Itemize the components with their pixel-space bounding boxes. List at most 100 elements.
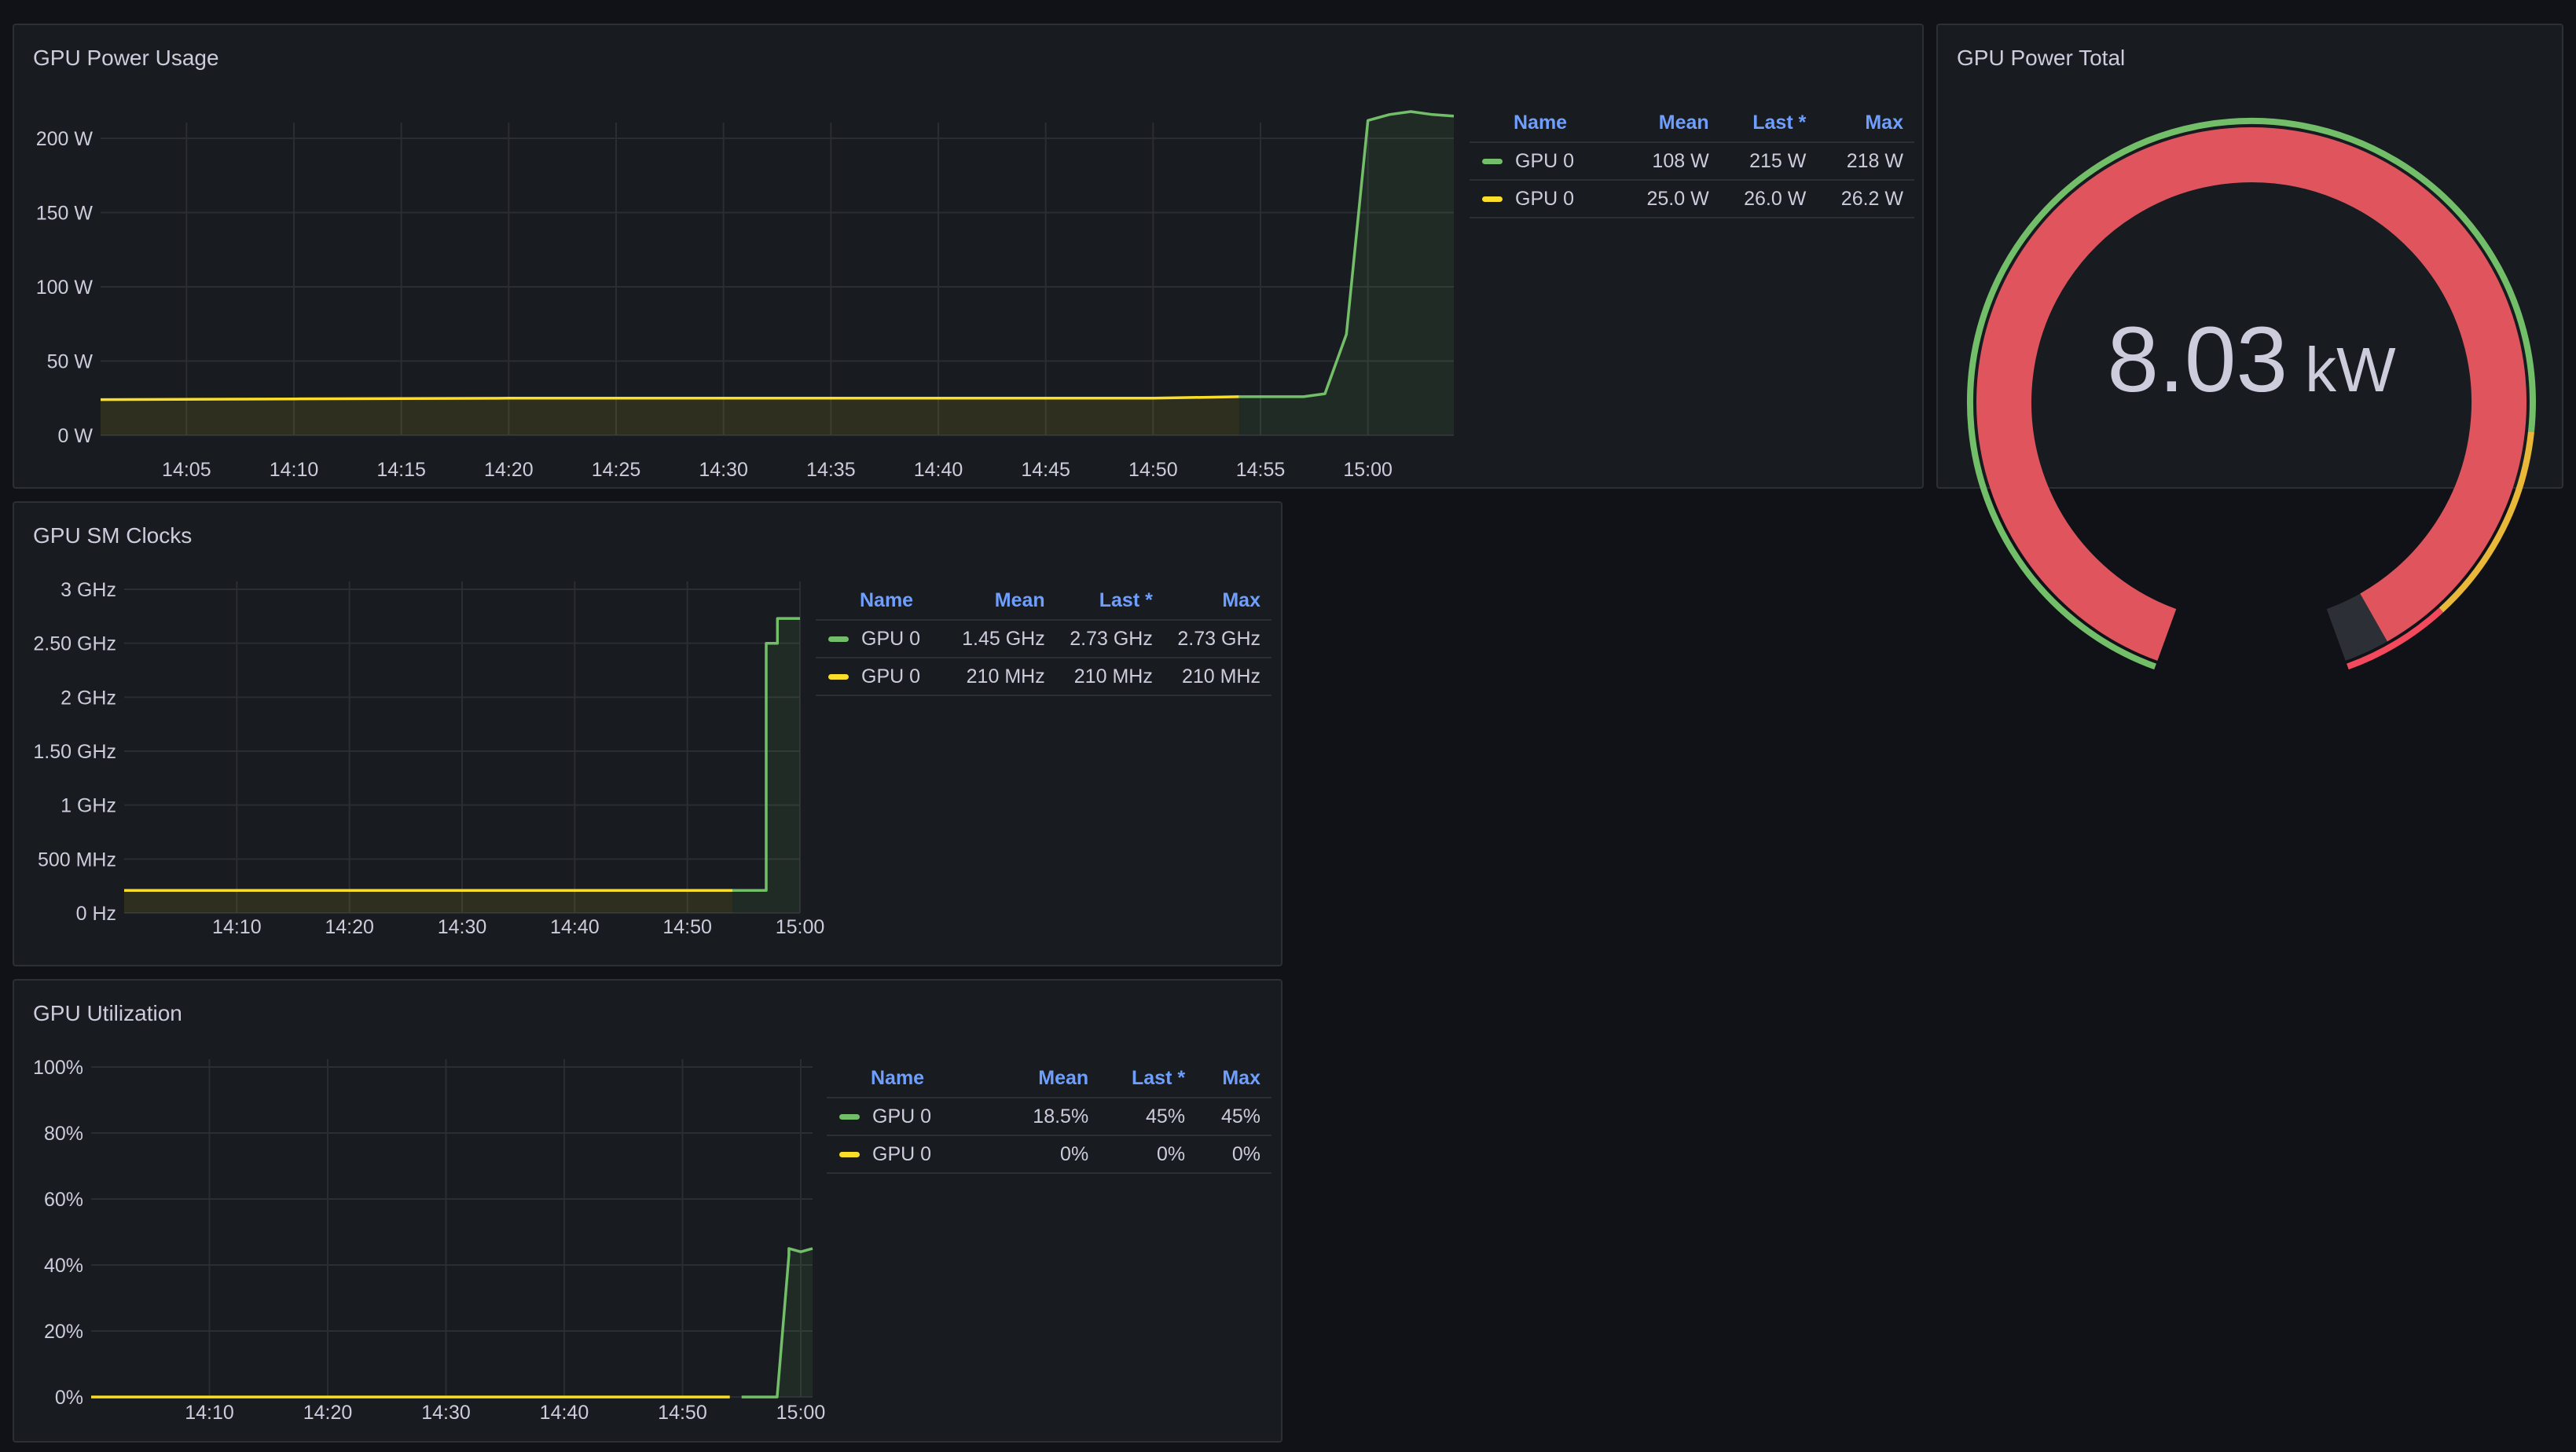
series-color-swatch <box>828 674 849 680</box>
legend-header-last[interactable]: Last * <box>1055 581 1164 621</box>
x-tick-label: 14:30 <box>438 916 487 938</box>
legend-last: 2.73 GHz <box>1055 620 1164 658</box>
y-tick-label: 100% <box>33 1057 83 1079</box>
series-color-swatch <box>1482 196 1503 203</box>
utilization-chart[interactable]: 0% 20% 40% 60% 80% 100% 14:10 14:20 14:30 14:40 14… <box>14 981 839 1444</box>
x-tick-label: 14:20 <box>303 1402 353 1424</box>
x-tick-label: 14:30 <box>421 1402 471 1424</box>
legend-row[interactable]: GPU 0 25.0 W 26.0 W 26.2 W <box>1470 180 1914 218</box>
legend-header-last[interactable]: Last * <box>1719 104 1818 143</box>
panel-gpu-sm-clocks[interactable]: GPU SM Clocks 0 Hz 500 MHz 1 GHz 1.50 GHz 2 … <box>13 501 1282 966</box>
legend-max: 210 MHz <box>1163 658 1271 696</box>
y-tick-label: 500 MHz <box>38 849 116 871</box>
legend-last: 210 MHz <box>1055 658 1164 696</box>
x-tick-label: 14:05 <box>162 459 211 481</box>
legend-series-name[interactable]: GPU 0 <box>872 1142 932 1165</box>
legend-series-name[interactable]: GPU 0 <box>861 665 921 688</box>
y-tick-label: 40% <box>44 1255 83 1277</box>
x-tick-label: 14:50 <box>658 1402 707 1424</box>
legend-series-name[interactable]: GPU 0 <box>872 1105 932 1128</box>
legend-header-name[interactable]: Name <box>827 1059 1000 1098</box>
legend-mean: 210 MHz <box>948 658 1056 696</box>
legend-last: 45% <box>1099 1098 1197 1136</box>
y-tick-label: 2.50 GHz <box>33 633 116 655</box>
x-tick-label: 14:50 <box>662 916 712 938</box>
y-tick-label: 0% <box>55 1387 83 1409</box>
legend-series-name[interactable]: GPU 0 <box>861 627 921 650</box>
legend-series-name[interactable]: GPU 0 <box>1515 149 1575 172</box>
legend-row[interactable]: GPU 0 1.45 GHz 2.73 GHz 2.73 GHz <box>816 620 1271 658</box>
legend-header-max[interactable]: Max <box>1163 581 1271 621</box>
x-tick-label: 15:00 <box>776 916 825 938</box>
gauge-value: 8.03 kW <box>1938 306 2565 413</box>
x-tick-label: 14:40 <box>540 1402 589 1424</box>
panel-title[interactable]: GPU SM Clocks <box>33 523 193 548</box>
legend-header-name[interactable]: Name <box>1470 104 1624 143</box>
legend-table: Name Mean Last * Max GPU 0 18.5% 45% 45%… <box>827 1059 1271 1174</box>
legend-header-mean[interactable]: Mean <box>948 581 1056 621</box>
x-tick-label: 14:30 <box>699 459 748 481</box>
legend-max: 218 W <box>1817 142 1914 181</box>
series-area <box>101 396 1239 435</box>
x-tick-label: 14:10 <box>185 1402 234 1424</box>
legend-mean: 25.0 W <box>1623 180 1720 218</box>
x-tick-label: 14:20 <box>325 916 374 938</box>
y-tick-label: 1 GHz <box>61 795 116 817</box>
panel-gpu-power-usage[interactable]: GPU Power Usage 0 W 50 W 100 W 150 W 200 W 14… <box>13 24 1924 489</box>
gauge-threshold-band <box>2438 431 2534 613</box>
x-tick-label: 15:00 <box>1343 459 1393 481</box>
legend-last: 26.0 W <box>1719 180 1818 218</box>
legend-table: Name Mean Last * Max GPU 0 1.45 GHz 2.73… <box>816 581 1271 696</box>
power-total-gauge <box>1966 117 2536 670</box>
legend-row[interactable]: GPU 0 18.5% 45% 45% <box>827 1098 1271 1136</box>
panel-title[interactable]: GPU Power Usage <box>33 46 219 70</box>
legend-table: Name Mean Last * Max GPU 0 108 W 215 W 2… <box>1470 104 1914 218</box>
y-tick-label: 0 Hz <box>76 903 116 925</box>
y-tick-label: 0 W <box>58 425 94 447</box>
y-tick-label: 80% <box>44 1123 83 1145</box>
series-line <box>1238 110 1455 398</box>
series-area <box>1238 112 1454 435</box>
x-tick-label: 14:10 <box>212 916 262 938</box>
sm-clocks-chart[interactable]: 0 Hz 500 MHz 1 GHz 1.50 GHz 2 GHz 2.50 GHz 3 G… <box>14 503 831 968</box>
legend-row[interactable]: GPU 0 210 MHz 210 MHz 210 MHz <box>816 658 1271 696</box>
legend-header-mean[interactable]: Mean <box>1000 1059 1100 1098</box>
series-line <box>732 617 800 892</box>
series-color-swatch <box>839 1152 860 1158</box>
series-color-swatch <box>828 636 849 643</box>
legend-header-mean[interactable]: Mean <box>1623 104 1720 143</box>
panel-gpu-utilization[interactable]: GPU Utilization 0% 20% 40% 60% 80% 100% 14:10 1… <box>13 979 1282 1443</box>
legend-row[interactable]: GPU 0 0% 0% 0% <box>827 1135 1271 1174</box>
legend-header-last[interactable]: Last * <box>1099 1059 1197 1098</box>
x-tick-label: 14:40 <box>914 459 963 481</box>
legend-row[interactable]: GPU 0 108 W 215 W 218 W <box>1470 142 1914 181</box>
gauge-threshold-band <box>2347 607 2444 670</box>
legend-header-max[interactable]: Max <box>1196 1059 1271 1098</box>
panel-gpu-power-total[interactable]: GPU Power Total 8.03 kW <box>1936 24 2565 670</box>
x-tick-label: 14:40 <box>550 916 600 938</box>
gauge-threshold-band <box>1966 117 2536 670</box>
legend-last: 0% <box>1099 1135 1197 1174</box>
gauge-unit: kW <box>2305 335 2396 405</box>
panel-title[interactable]: GPU Power Total <box>1957 46 2126 70</box>
power-usage-chart[interactable]: 0 W 50 W 100 W 150 W 200 W 14:05 14:10 14:15 14:… <box>14 25 1468 490</box>
series-color-swatch <box>839 1114 860 1120</box>
gauge-value-arc <box>1976 127 2526 661</box>
legend-header-max[interactable]: Max <box>1817 104 1914 143</box>
panel-title[interactable]: GPU Utilization <box>33 1001 182 1025</box>
legend-mean: 0% <box>1000 1135 1100 1174</box>
legend-header-name[interactable]: Name <box>816 581 949 621</box>
series-area <box>124 890 732 913</box>
y-tick-label: 3 GHz <box>61 579 116 601</box>
x-tick-label: 15:00 <box>776 1402 826 1424</box>
series-line <box>741 1247 813 1399</box>
legend-series-name[interactable]: GPU 0 <box>1515 187 1575 210</box>
y-tick-label: 100 W <box>36 277 94 299</box>
legend-max: 45% <box>1196 1098 1271 1136</box>
x-tick-label: 14:50 <box>1128 459 1178 481</box>
series-area <box>741 1248 813 1397</box>
y-tick-label: 200 W <box>36 128 94 150</box>
legend-max: 26.2 W <box>1817 180 1914 218</box>
y-tick-label: 60% <box>44 1189 83 1211</box>
legend-max: 2.73 GHz <box>1163 620 1271 658</box>
